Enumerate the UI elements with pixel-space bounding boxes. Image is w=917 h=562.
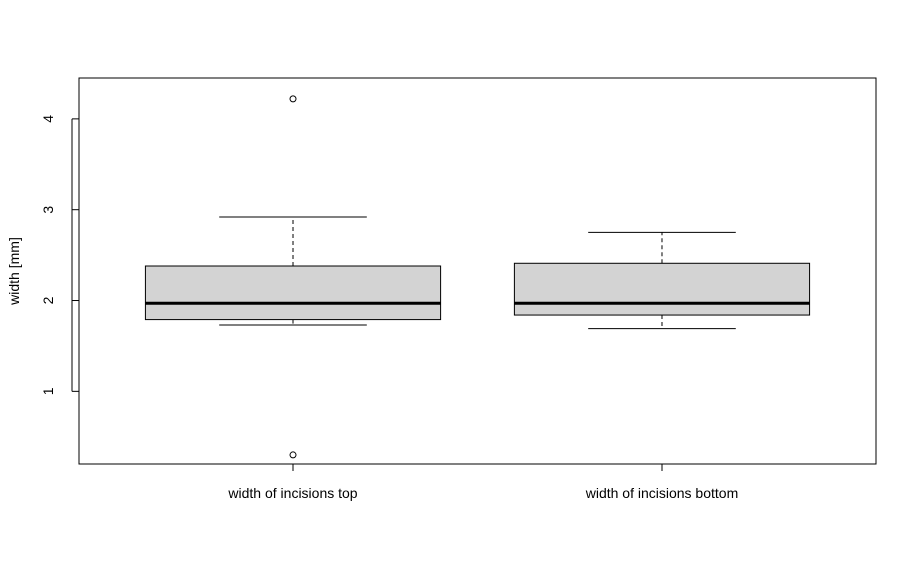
x-tick-label: width of incisions bottom bbox=[585, 485, 739, 501]
boxes bbox=[144, 95, 811, 459]
box bbox=[144, 265, 442, 321]
y-axis: 1 2 3 4 bbox=[40, 115, 79, 395]
outlier-point bbox=[289, 95, 297, 103]
y-axis-title: width [mm] bbox=[6, 237, 22, 306]
x-axis: width of incisions top width of incisions… bbox=[227, 464, 738, 501]
plot-frame bbox=[78, 77, 877, 465]
y-tick-label: 1 bbox=[40, 387, 56, 395]
box-group bbox=[513, 231, 811, 330]
x-tick-label: width of incisions top bbox=[227, 485, 357, 501]
y-tick-label: 2 bbox=[40, 296, 56, 304]
box-group bbox=[144, 95, 442, 459]
outlier-point bbox=[289, 451, 297, 459]
y-tick-label: 3 bbox=[40, 206, 56, 214]
box bbox=[513, 262, 811, 316]
y-tick-label: 4 bbox=[40, 115, 56, 123]
